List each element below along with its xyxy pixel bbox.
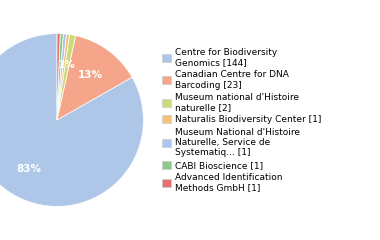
Text: 83%: 83%: [16, 163, 41, 174]
Wedge shape: [57, 34, 70, 120]
Wedge shape: [0, 34, 143, 206]
Wedge shape: [57, 34, 63, 120]
Text: 1%: 1%: [58, 60, 76, 70]
Legend: Centre for Biodiversity
Genomics [144], Canadian Centre for DNA
Barcoding [23], : Centre for Biodiversity Genomics [144], …: [159, 44, 325, 196]
Wedge shape: [57, 35, 76, 120]
Wedge shape: [57, 36, 132, 120]
Wedge shape: [57, 34, 60, 120]
Text: 13%: 13%: [78, 70, 103, 80]
Wedge shape: [57, 34, 66, 120]
